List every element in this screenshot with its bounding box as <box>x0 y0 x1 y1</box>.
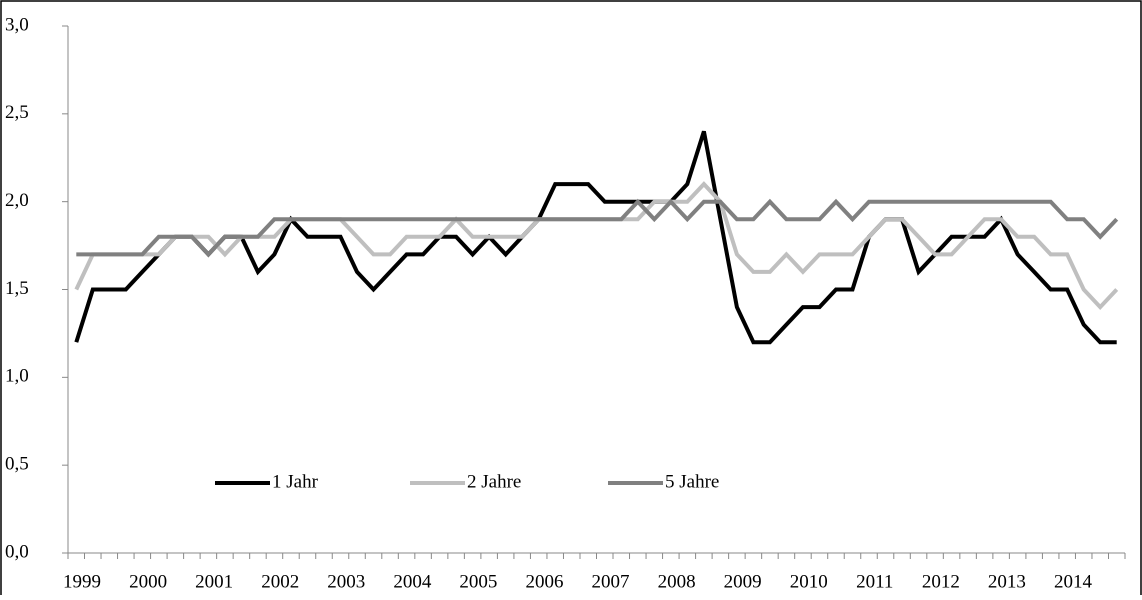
x-tick-label: 2008 <box>658 571 696 592</box>
legend-label: 2 Jahre <box>467 471 521 492</box>
x-tick-label: 2000 <box>129 571 167 592</box>
x-tick-label: 2013 <box>988 571 1026 592</box>
series-line <box>76 198 1119 258</box>
legend-label: 5 Jahre <box>665 471 719 492</box>
y-tick-label: 0,5 <box>5 454 29 475</box>
x-tick-label: 2007 <box>592 571 630 592</box>
series-line <box>74 130 1117 345</box>
x-tick-label: 2010 <box>790 571 828 592</box>
x-tick-label: 2005 <box>459 571 497 592</box>
legend-label: 1 Jahr <box>272 471 319 492</box>
x-tick-label: 2004 <box>393 571 432 592</box>
y-tick-label: 2,5 <box>5 102 29 123</box>
x-tick-label: 2014 <box>1054 571 1093 592</box>
y-tick-label: 1,0 <box>5 366 29 387</box>
x-tick-label: 2012 <box>922 571 960 592</box>
x-tick-label: 2009 <box>724 571 762 592</box>
x-tick-label: 2003 <box>327 571 365 592</box>
x-tick-label: 1999 <box>63 571 101 592</box>
y-tick-label: 2,0 <box>5 190 29 211</box>
x-tick-label: 2001 <box>195 571 233 592</box>
y-tick-label: 0,0 <box>5 541 29 562</box>
y-tick-label: 3,0 <box>5 14 29 35</box>
x-tick-label: 2011 <box>856 571 893 592</box>
y-tick-label: 1,5 <box>5 278 29 299</box>
x-tick-label: 2006 <box>525 571 563 592</box>
x-tick-label: 2002 <box>261 571 299 592</box>
